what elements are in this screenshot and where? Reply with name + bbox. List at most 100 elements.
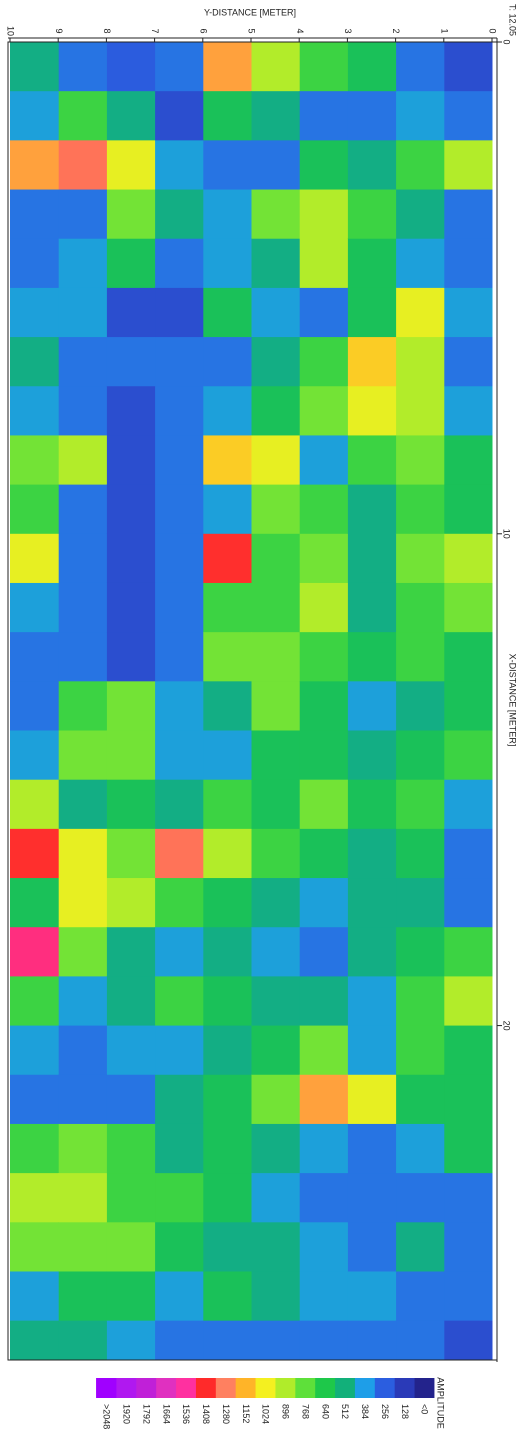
y-tick-label: 3 (343, 28, 353, 33)
heatmap-cell (106, 1173, 155, 1223)
heatmap-cell (58, 632, 107, 682)
colorbar-label: 896 (281, 1404, 291, 1419)
heatmap-cell (299, 91, 348, 141)
heatmap-cell (444, 583, 493, 633)
heatmap-cell (58, 1075, 107, 1125)
heatmap-cell (396, 1271, 445, 1321)
heatmap-cell (396, 1173, 445, 1223)
heatmap-cell (444, 288, 493, 338)
heatmap-cell (444, 976, 493, 1026)
heatmap-cell (251, 731, 300, 781)
heatmap-cell (155, 386, 204, 436)
heatmap-cell (251, 1075, 300, 1125)
colorbar-segment (275, 1378, 295, 1398)
heatmap-cell (10, 878, 59, 928)
heatmap-cell (58, 1222, 107, 1272)
heatmap-cell (58, 337, 107, 387)
annotation: T: 12.05 (508, 4, 518, 36)
heatmap-cell (299, 140, 348, 190)
heatmap-cell (155, 435, 204, 485)
heatmap-cell (203, 927, 252, 977)
heatmap-cell (10, 288, 59, 338)
heatmap-cell (444, 829, 493, 879)
heatmap-cell (203, 239, 252, 289)
heatmap-cell (251, 337, 300, 387)
heatmap-cell (106, 1271, 155, 1321)
heatmap-cell (299, 485, 348, 535)
heatmap-cell (155, 927, 204, 977)
heatmap-cell (251, 632, 300, 682)
heatmap-cell (155, 731, 204, 781)
heatmap-cell (155, 1222, 204, 1272)
heatmap-cell (155, 583, 204, 633)
heatmap-cell (203, 435, 252, 485)
colorbar-segment (195, 1378, 215, 1398)
colorbar-segment (136, 1378, 156, 1398)
heatmap-cell (10, 927, 59, 977)
heatmap-cell (203, 780, 252, 830)
heatmap-cell (444, 239, 493, 289)
heatmap-cell (299, 632, 348, 682)
heatmap-cell (10, 435, 59, 485)
heatmap-cell (347, 239, 396, 289)
heatmap-cell (396, 780, 445, 830)
heatmap-cell (396, 632, 445, 682)
heatmap-cell (58, 976, 107, 1026)
heatmap-cell (58, 190, 107, 240)
heatmap-cell (396, 91, 445, 141)
heatmap-cell (347, 780, 396, 830)
heatmap-cell (347, 534, 396, 584)
heatmap-cell (58, 1124, 107, 1174)
heatmap-cell (396, 190, 445, 240)
heatmap-cell (203, 1124, 252, 1174)
heatmap-cell (58, 1173, 107, 1223)
heatmap-cell (10, 1173, 59, 1223)
heatmap-cell (444, 1124, 493, 1174)
heatmap-cell (58, 288, 107, 338)
y-tick-label: 4 (295, 28, 305, 33)
colorbar-segment (116, 1378, 136, 1398)
heatmap-cell (155, 140, 204, 190)
heatmap-cell (347, 632, 396, 682)
heatmap-cell (10, 1321, 59, 1371)
y-tick-label: 9 (54, 28, 64, 33)
heatmap-cell (58, 1026, 107, 1076)
colorbar-label: 1792 (141, 1404, 151, 1424)
heatmap-cell (106, 140, 155, 190)
heatmap-cell (444, 337, 493, 387)
heatmap-cell (10, 681, 59, 731)
heatmap-cell (155, 1321, 204, 1371)
heatmap-cell (58, 91, 107, 141)
heatmap-cell (251, 927, 300, 977)
colorbar-segment (176, 1378, 196, 1398)
heatmap-cell (251, 91, 300, 141)
chart-title: Y-DISTANCE [METER] (204, 7, 296, 17)
heatmap-cell (251, 1321, 300, 1371)
heatmap-cell (396, 42, 445, 92)
heatmap-cell (106, 1026, 155, 1076)
colorbar-label: 1664 (161, 1404, 171, 1424)
heatmap-cell (10, 731, 59, 781)
heatmap-cell (10, 386, 59, 436)
y-tick-label: 1 (439, 28, 449, 33)
heatmap-cell (106, 878, 155, 928)
heatmap-cell (396, 1026, 445, 1076)
heatmap-cell (251, 140, 300, 190)
y-tick-label: 7 (150, 28, 160, 33)
heatmap-cell (155, 42, 204, 92)
heatmap-cell (203, 1173, 252, 1223)
heatmap-cell (10, 42, 59, 92)
heatmap-cell (251, 1222, 300, 1272)
heatmap-cell (299, 42, 348, 92)
heatmap-cell (251, 190, 300, 240)
heatmap-cell (106, 1321, 155, 1371)
heatmap-cell (155, 632, 204, 682)
heatmap-cell (10, 534, 59, 584)
heatmap-cell (444, 190, 493, 240)
heatmap-cell (106, 534, 155, 584)
heatmap-cell (155, 239, 204, 289)
heatmap-cell (444, 485, 493, 535)
heatmap-cell (203, 140, 252, 190)
heatmap-cell (106, 1124, 155, 1174)
heatmap-cell (299, 878, 348, 928)
